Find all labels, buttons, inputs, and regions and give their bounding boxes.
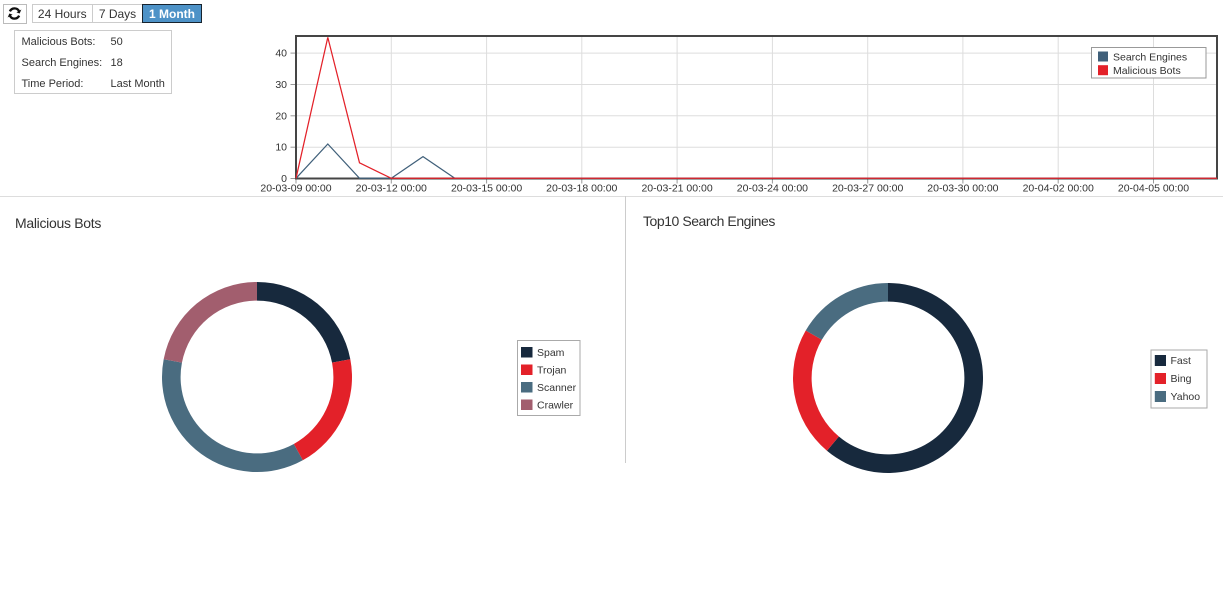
svg-text:20-03-18 00:00: 20-03-18 00:00 [546,183,617,195]
svg-text:Malicious Bots: Malicious Bots [1113,65,1181,77]
svg-text:20-03-30 00:00: 20-03-30 00:00 [927,183,998,195]
svg-text:20-03-21 00:00: 20-03-21 00:00 [641,183,712,195]
svg-text:Crawler: Crawler [537,400,574,412]
svg-text:20-03-24 00:00: 20-03-24 00:00 [737,183,808,195]
svg-text:40: 40 [275,48,287,60]
svg-text:Fast: Fast [1171,355,1192,367]
svg-text:Trojan: Trojan [537,365,567,377]
svg-text:20-03-27 00:00: 20-03-27 00:00 [832,183,903,195]
svg-text:Search Engines: Search Engines [1113,51,1187,63]
svg-text:30: 30 [275,79,287,91]
svg-text:20-03-09 00:00: 20-03-09 00:00 [260,183,331,195]
svg-text:20-04-05 00:00: 20-04-05 00:00 [1118,183,1189,195]
svg-text:20-03-12 00:00: 20-03-12 00:00 [356,183,427,195]
svg-text:0: 0 [281,173,287,185]
svg-text:20-03-15 00:00: 20-03-15 00:00 [451,183,522,195]
svg-text:20: 20 [275,110,287,122]
svg-text:10: 10 [275,142,287,154]
svg-text:20-04-02 00:00: 20-04-02 00:00 [1023,183,1094,195]
svg-text:Bing: Bing [1171,373,1192,385]
svg-text:Yahoo: Yahoo [1171,391,1201,403]
svg-text:Scanner: Scanner [537,382,577,394]
svg-text:Spam: Spam [537,347,565,359]
